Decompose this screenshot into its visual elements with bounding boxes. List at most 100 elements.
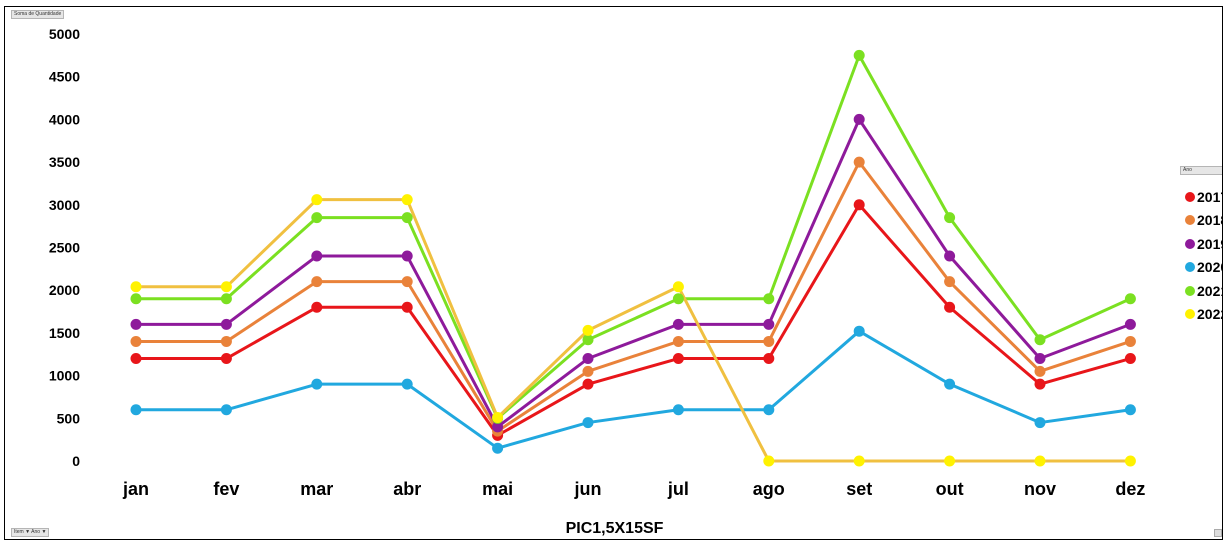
data-point-2019-jun — [582, 353, 594, 365]
data-point-2022-jul — [672, 281, 684, 293]
data-point-2022-dez — [1124, 455, 1136, 467]
legend-item-2021: 2021 — [1185, 279, 1222, 303]
data-point-2020-out — [944, 378, 956, 390]
x-tick-label: out — [936, 479, 964, 499]
x-tick-label: jan — [122, 479, 149, 499]
legend-marker — [1185, 215, 1195, 226]
data-point-2022-abr — [401, 194, 413, 206]
data-point-2019-set — [853, 113, 865, 125]
data-point-2020-jan — [130, 404, 142, 416]
pivot-value-field-button[interactable]: Soma de Quantidade — [11, 10, 65, 19]
data-point-2020-fev — [220, 404, 232, 416]
data-point-2018-dez — [1124, 335, 1136, 347]
data-point-2022-jun — [582, 324, 594, 336]
data-point-2021-dez — [1124, 293, 1136, 305]
data-point-2020-abr — [401, 378, 413, 390]
data-point-2018-ago — [763, 335, 775, 347]
x-tick-label: mai — [482, 479, 513, 499]
data-point-2021-abr — [401, 212, 413, 224]
y-tick-label: 4500 — [49, 69, 80, 85]
series-line-2019 — [136, 117, 1131, 429]
data-point-2017-jul — [672, 353, 684, 365]
x-tick-label: nov — [1024, 479, 1056, 499]
data-point-2017-jan — [130, 353, 142, 365]
data-point-2021-out — [944, 212, 956, 224]
y-tick-label: 1000 — [49, 368, 80, 384]
series-line-2021 — [136, 53, 1132, 420]
legend-label: 2021 — [1197, 282, 1222, 299]
data-point-2022-nov — [1034, 455, 1046, 467]
legend-marker — [1185, 309, 1195, 320]
y-tick-label: 3000 — [49, 197, 80, 213]
legend-label: 2019 — [1197, 235, 1222, 252]
chart-title: PIC1,5X15SF — [565, 520, 664, 537]
data-point-2019-mar — [311, 250, 323, 262]
data-point-2022-out — [944, 455, 956, 467]
data-point-2017-jun — [582, 378, 594, 390]
legend-label: 2018 — [1197, 212, 1222, 229]
data-point-2020-nov — [1034, 417, 1046, 429]
data-point-2017-set — [853, 199, 865, 211]
data-point-2018-out — [944, 276, 956, 288]
data-point-2017-out — [944, 301, 956, 313]
data-point-2017-ago — [763, 353, 775, 365]
series-line-2020 — [136, 329, 1131, 450]
data-point-2020-set — [853, 325, 865, 337]
series-line-2018 — [136, 160, 1131, 433]
data-point-2020-mar — [311, 378, 323, 390]
x-tick-label: dez — [1115, 479, 1145, 499]
y-tick-label: 5000 — [49, 26, 80, 42]
y-tick-label: 2000 — [49, 282, 80, 298]
x-tick-label: jul — [667, 479, 689, 499]
pivot-legend-field-button[interactable]: Ano — [1180, 166, 1222, 175]
data-point-2019-ago — [763, 318, 775, 330]
legend-marker — [1185, 262, 1195, 273]
data-point-2019-dez — [1124, 318, 1136, 330]
resize-handle[interactable] — [1214, 529, 1222, 537]
line-chart: 0 500 1000 1500 2000 2500 3000 3500 4000 4500 5000… — [49, 26, 1146, 499]
legend-item-2018: 2018 — [1185, 209, 1222, 233]
data-point-2019-fev — [220, 318, 232, 330]
data-point-2020-jul — [672, 404, 684, 416]
data-point-2018-jul — [672, 335, 684, 347]
x-tick-label: jun — [574, 479, 602, 499]
series-line-2022 — [136, 198, 1131, 463]
y-tick-label: 1500 — [49, 325, 80, 341]
y-tick-label: 2500 — [49, 240, 80, 256]
y-tick-label: 4000 — [49, 111, 80, 127]
x-tick-label: abr — [393, 479, 421, 499]
data-point-2022-ago — [763, 455, 775, 467]
legend-label: 2017 — [1197, 188, 1222, 205]
legend-marker — [1185, 285, 1195, 296]
data-point-2020-dez — [1124, 404, 1136, 416]
data-point-2017-abr — [401, 301, 413, 313]
legend-label: 2020 — [1197, 259, 1222, 276]
data-point-2021-mar — [311, 212, 323, 224]
data-point-2021-jun — [582, 334, 594, 346]
data-point-2018-nov — [1034, 365, 1046, 377]
data-point-2017-fev — [220, 353, 232, 365]
data-point-2019-out — [944, 250, 956, 262]
pivot-filter-fields-button[interactable]: Item ▼ Ano ▼ — [11, 528, 50, 537]
data-point-2022-mai — [492, 411, 504, 423]
legend-item-2019: 2019 — [1185, 232, 1222, 256]
data-point-2018-fev — [220, 335, 232, 347]
x-tick-label: fev — [213, 479, 239, 499]
data-point-2019-nov — [1034, 353, 1046, 365]
data-point-2021-nov — [1034, 334, 1046, 346]
y-tick-label: 3500 — [49, 154, 80, 170]
y-tick-label: 0 — [72, 453, 80, 469]
data-point-2017-nov — [1034, 378, 1046, 390]
data-point-2018-abr — [401, 276, 413, 288]
data-point-2021-jan — [130, 293, 142, 305]
data-point-2020-mai — [492, 442, 504, 454]
data-point-2018-set — [853, 156, 865, 168]
data-point-2022-mar — [311, 194, 323, 206]
data-point-2019-jul — [672, 318, 684, 330]
data-point-2017-dez — [1124, 353, 1136, 365]
chart-frame: Soma de Quantidade Item ▼ Ano ▼ Ano 0 500… — [4, 6, 1223, 540]
series-line-2017 — [136, 203, 1131, 437]
